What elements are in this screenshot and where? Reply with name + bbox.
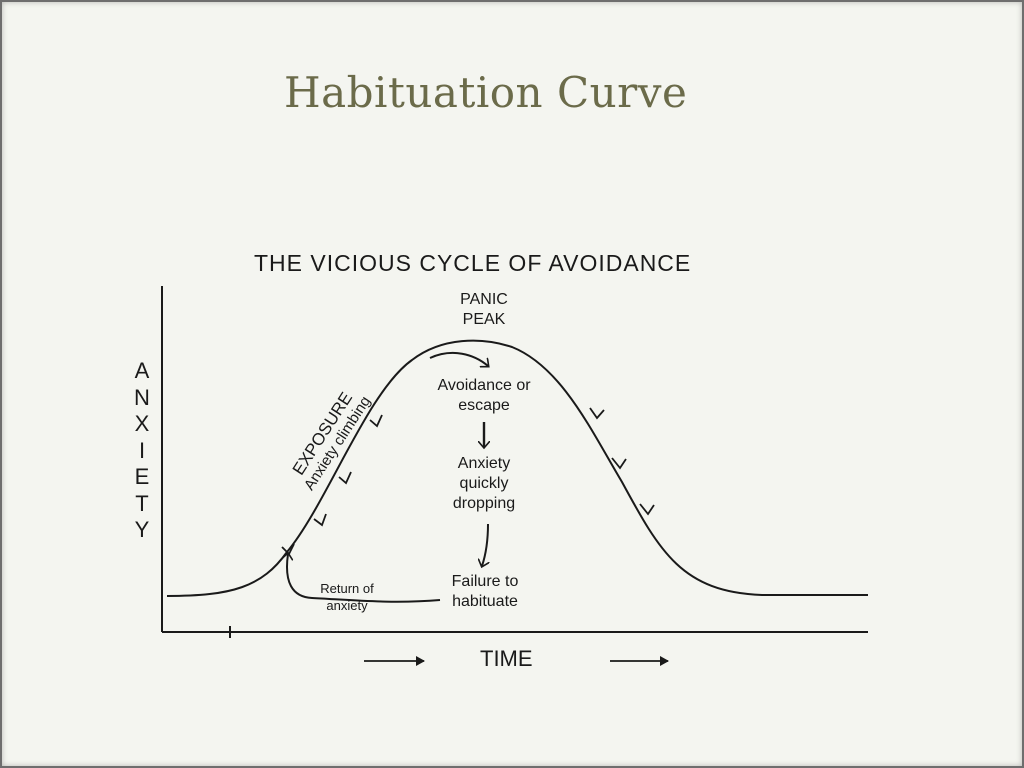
y-letter: T [135,490,149,516]
drop-down-arrow [482,523,488,566]
failure-label: Failure to habituate [451,573,519,610]
y-axis-label: A N X I E T Y [130,358,154,544]
return-label: Return of anxiety [320,581,374,613]
peak-arrow [429,351,488,366]
habituation-diagram: THE VICIOUS CYCLE OF AVOIDANCE A N X I E… [112,242,892,682]
y-letter: A [134,358,150,383]
anxiety-dropping-label: Anxiety quickly dropping [452,455,516,512]
return-loop-arrow [287,554,441,603]
diagram-graphics [161,286,868,666]
x-axis-label: TIME [480,646,533,671]
y-letter: E [134,464,150,489]
rise-chevron-2 [313,513,327,527]
avoidance-label: Avoidance or escape [437,377,531,414]
rise-chevron-4 [369,414,383,428]
rise-chevron-3 [338,471,352,485]
panic-peak-label: PANIC PEAK [460,291,508,328]
fall-chevron-2 [611,457,627,470]
fall-chevron-3 [639,503,655,516]
fall-chevron-1 [589,407,605,420]
y-letter: Y [134,517,150,542]
diagram-title: THE VICIOUS CYCLE OF AVOIDANCE [254,250,692,276]
y-letter: I [138,437,146,463]
slide-title: Habituation Curve [284,68,688,117]
y-letter: N [134,384,150,410]
y-letter: X [134,411,150,436]
